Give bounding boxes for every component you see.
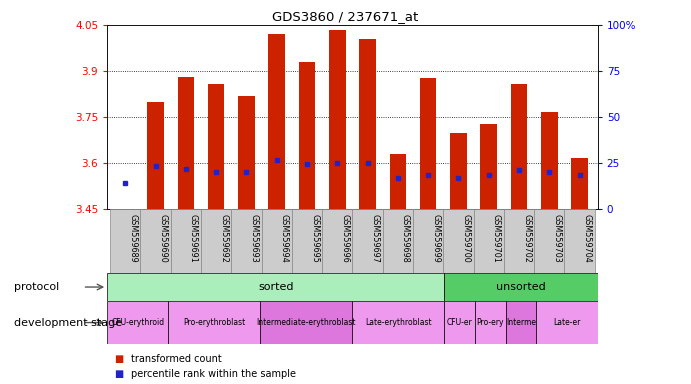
Bar [359, 39, 376, 209]
Bar [534, 209, 565, 273]
Text: Intermediate-erythroblast: Intermediate-erythroblast [256, 318, 356, 327]
Bar [504, 209, 534, 273]
Text: GSM559699: GSM559699 [431, 214, 440, 263]
Bar [208, 84, 225, 209]
Text: protocol: protocol [14, 282, 59, 292]
Bar [480, 124, 497, 209]
Text: Interme: Interme [506, 318, 536, 327]
Text: unsorted: unsorted [496, 282, 546, 292]
Bar [201, 209, 231, 273]
Text: GSM559690: GSM559690 [159, 214, 168, 263]
Text: GSM559701: GSM559701 [492, 214, 501, 263]
Bar [322, 209, 352, 273]
Bar [171, 209, 201, 273]
Bar [565, 209, 595, 273]
Text: GSM559703: GSM559703 [552, 214, 561, 263]
Bar [506, 301, 536, 344]
Text: CFU-erythroid: CFU-erythroid [111, 318, 164, 327]
Text: Late-erythroblast: Late-erythroblast [365, 318, 432, 327]
Bar [238, 96, 255, 209]
Bar [511, 84, 527, 209]
Bar [261, 301, 352, 344]
Bar [475, 301, 506, 344]
Bar [450, 133, 466, 209]
Bar [541, 112, 558, 209]
Bar [107, 301, 169, 344]
Bar [443, 209, 473, 273]
Text: Pro-ery: Pro-ery [477, 318, 504, 327]
Text: GSM559702: GSM559702 [522, 214, 531, 263]
Text: CFU-er: CFU-er [447, 318, 473, 327]
Bar [231, 209, 262, 273]
Text: GSM559700: GSM559700 [462, 214, 471, 263]
Text: GSM559692: GSM559692 [219, 214, 228, 263]
Bar [169, 301, 261, 344]
Text: sorted: sorted [258, 282, 294, 292]
Bar [147, 102, 164, 209]
Text: GSM559704: GSM559704 [583, 214, 591, 263]
Bar [413, 209, 443, 273]
Bar [536, 301, 598, 344]
Bar [390, 154, 406, 209]
Text: GSM559694: GSM559694 [280, 214, 289, 263]
Bar [110, 209, 140, 273]
Bar [420, 78, 437, 209]
Bar [571, 158, 588, 209]
Text: ■: ■ [114, 354, 123, 364]
Bar [292, 209, 322, 273]
Bar [299, 63, 315, 209]
Text: GSM559689: GSM559689 [129, 214, 138, 263]
Bar [140, 209, 171, 273]
Text: GSM559695: GSM559695 [310, 214, 319, 263]
Bar [262, 209, 292, 273]
Text: GSM559697: GSM559697 [370, 214, 379, 263]
Text: GSM559691: GSM559691 [189, 214, 198, 263]
Text: GSM559698: GSM559698 [401, 214, 410, 263]
Text: GSM559696: GSM559696 [340, 214, 349, 263]
Bar [107, 273, 444, 301]
Bar [178, 76, 194, 209]
Bar [329, 30, 346, 209]
Bar [352, 301, 444, 344]
Bar [352, 209, 383, 273]
Bar [383, 209, 413, 273]
Text: transformed count: transformed count [131, 354, 222, 364]
Text: Late-er: Late-er [553, 318, 580, 327]
Bar [268, 34, 285, 209]
Text: Pro-erythroblast: Pro-erythroblast [183, 318, 245, 327]
Bar [473, 209, 504, 273]
Text: GDS3860 / 237671_at: GDS3860 / 237671_at [272, 10, 419, 23]
Bar [444, 301, 475, 344]
Text: development stage: development stage [14, 318, 122, 328]
Text: GSM559693: GSM559693 [249, 214, 258, 263]
Bar [444, 273, 598, 301]
Text: percentile rank within the sample: percentile rank within the sample [131, 369, 296, 379]
Text: ■: ■ [114, 369, 123, 379]
